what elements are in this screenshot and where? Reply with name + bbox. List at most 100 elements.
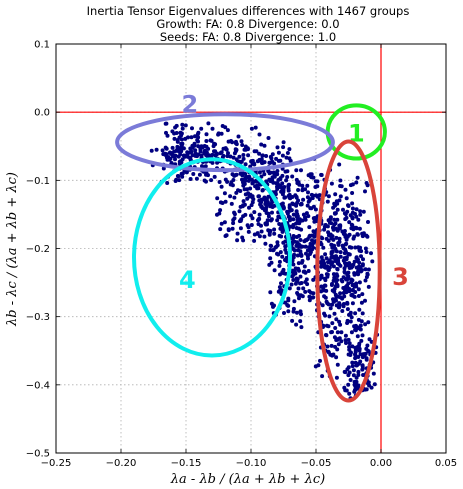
data-point (308, 252, 312, 256)
data-point (329, 250, 334, 255)
data-point (210, 126, 215, 131)
data-point (356, 257, 360, 262)
data-point (165, 133, 170, 138)
x-tick-label: −0.25 (41, 458, 72, 469)
data-point (341, 291, 346, 295)
data-point (365, 343, 370, 348)
data-point (318, 358, 322, 363)
data-point (344, 341, 348, 345)
data-point (357, 226, 362, 231)
data-point (333, 297, 338, 302)
data-point (286, 193, 291, 198)
data-point (277, 233, 282, 238)
data-point (291, 272, 296, 277)
data-point (344, 241, 349, 246)
data-point (330, 353, 335, 358)
data-point (239, 217, 244, 222)
data-point (351, 227, 356, 232)
data-point (359, 268, 364, 273)
data-point (360, 262, 365, 267)
data-point (354, 379, 359, 384)
data-point (267, 230, 272, 235)
data-point (356, 272, 361, 277)
data-point (360, 333, 365, 338)
data-point (278, 272, 282, 277)
data-point (179, 133, 184, 138)
data-point (263, 241, 268, 246)
data-point (338, 250, 343, 255)
data-point (193, 134, 197, 139)
data-point (260, 153, 265, 158)
data-point (354, 226, 359, 231)
data-point (357, 348, 362, 353)
data-point (300, 294, 305, 299)
data-point (330, 234, 335, 239)
data-point (293, 281, 298, 286)
data-point (347, 220, 352, 225)
data-point (303, 289, 308, 294)
data-point (335, 217, 340, 222)
data-point (231, 221, 236, 226)
chart-title-group: Inertia Tensor Eigenvalues differences w… (87, 4, 410, 44)
data-point (334, 355, 339, 360)
data-point (249, 213, 253, 218)
data-point (351, 236, 356, 241)
data-point (313, 179, 318, 184)
data-point (206, 146, 211, 151)
data-point (338, 322, 343, 327)
data-point (173, 179, 178, 183)
data-point (230, 183, 235, 188)
y-tick-label: −0.5 (26, 449, 50, 460)
data-point (337, 301, 342, 306)
data-point (364, 250, 369, 254)
data-point (193, 153, 198, 158)
data-point (241, 214, 246, 219)
data-point (234, 139, 238, 144)
data-point (286, 298, 291, 303)
data-point (232, 195, 237, 200)
data-point (356, 383, 361, 388)
data-point (364, 181, 369, 185)
data-point (194, 176, 199, 181)
data-point (360, 234, 365, 239)
data-point (305, 248, 310, 253)
data-point (241, 199, 246, 204)
data-point (338, 184, 343, 188)
data-point (243, 162, 248, 167)
data-point (206, 173, 210, 178)
data-point (221, 146, 226, 151)
data-point (239, 139, 244, 144)
data-point (354, 180, 359, 185)
data-point (221, 153, 226, 158)
data-point (257, 194, 261, 199)
data-point (175, 174, 180, 178)
data-point (311, 216, 316, 221)
data-point (198, 149, 203, 154)
data-point (337, 236, 342, 241)
data-point (309, 192, 314, 197)
data-point (243, 177, 248, 182)
data-point (241, 203, 246, 208)
data-point (259, 204, 264, 209)
data-point (320, 303, 325, 308)
data-points (149, 121, 380, 402)
data-point (296, 286, 301, 291)
data-point (347, 370, 352, 375)
data-point (192, 141, 197, 146)
data-point (275, 251, 279, 256)
data-point (272, 231, 277, 236)
data-point (313, 207, 318, 212)
data-point (179, 141, 184, 146)
data-point (363, 351, 368, 356)
data-point (264, 197, 269, 202)
chart-subtitle-seeds: Seeds: FA: 0.8 Divergence: 1.0 (160, 30, 336, 44)
data-point (183, 123, 188, 128)
data-point (359, 254, 363, 259)
data-point (179, 149, 184, 154)
data-point (189, 149, 194, 154)
data-point (319, 255, 324, 260)
data-point (321, 245, 326, 250)
data-point (297, 221, 302, 226)
data-point (273, 192, 278, 197)
data-point (365, 271, 370, 276)
